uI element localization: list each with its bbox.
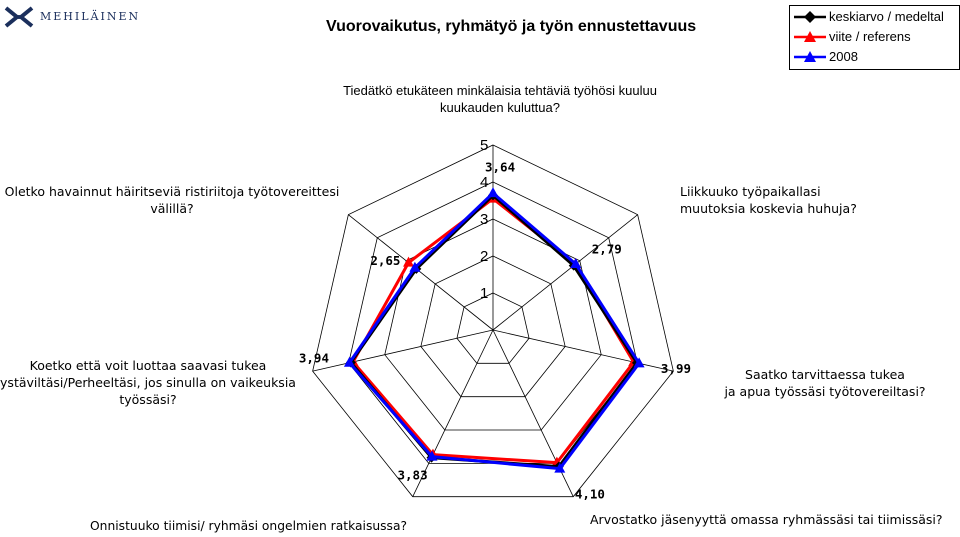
legend-label: 2008	[829, 49, 858, 64]
scale-tick-3: 3	[480, 211, 488, 228]
data-point-1-6	[403, 256, 415, 267]
axis-label-2: Saatko tarvittaessa tukea ja apua työssä…	[724, 367, 926, 399]
axis-label-1: Liikkuuko työpaikallasi muutoksia koskev…	[680, 184, 857, 216]
legend-item-keskiarvo: keskiarvo / medeltal	[790, 7, 959, 27]
grid-ring-1	[456, 292, 530, 364]
scale-tick-5: 5	[480, 137, 488, 154]
data-label-3: 4,10	[575, 487, 605, 502]
data-point-2-2	[633, 357, 645, 368]
scale-tick-2: 2	[480, 248, 488, 265]
legend-item-viite: viite / referens	[790, 27, 959, 47]
legend-label: keskiarvo / medeltal	[829, 9, 944, 24]
legend-item-2008: 2008	[790, 47, 959, 67]
legend-marker-diamond	[794, 11, 826, 23]
grid-ring-5	[312, 144, 674, 498]
axis-spoke-6	[348, 214, 494, 331]
mehilainen-logo: MEHILÄINEN	[2, 2, 138, 32]
axis-spoke-4	[412, 329, 494, 497]
data-point-2-0	[487, 187, 499, 198]
logo-mark-icon	[4, 6, 34, 28]
axis-spoke-2	[492, 329, 674, 372]
axis-label-0: Tiedätkö etukäteen minkälaisia tehtäviä …	[343, 83, 657, 115]
chart-legend: keskiarvo / medeltal viite / referens 20…	[789, 5, 960, 70]
axis-label-6: Oletko havainnut häiritseviä ristiriitoj…	[4, 184, 340, 216]
data-label-1: 2,79	[592, 242, 622, 257]
scale-tick-4: 4	[480, 174, 488, 191]
scale-tick-1: 1	[480, 285, 488, 302]
data-point-2-1	[570, 258, 582, 269]
data-label-5: 3,94	[299, 350, 329, 365]
axis-spoke-5	[312, 329, 494, 372]
data-point-2-3	[554, 462, 566, 473]
legend-label: viite / referens	[829, 29, 911, 44]
axis-label-5: Koetko että voit luottaa saavasi tukea y…	[0, 358, 296, 407]
data-label-0: 3,64	[485, 159, 515, 174]
data-label-2: 3,99	[661, 361, 691, 376]
axis-label-4: Onnistuuko tiimisi/ ryhmäsi ongelmien ra…	[90, 519, 408, 533]
axis-label-3: Arvostatko jäsenyyttä omassa ryhmässäsi …	[590, 512, 943, 527]
data-point-2-4	[426, 450, 438, 461]
data-label-6: 2,65	[370, 253, 400, 268]
chart-title: Vuorovaikutus, ryhmätyö ja työn ennustet…	[326, 18, 697, 35]
data-point-2-6	[409, 261, 421, 272]
logo-text: MEHILÄINEN	[40, 10, 141, 23]
grid-ring-2	[420, 255, 566, 398]
legend-marker-red-triangle	[794, 31, 826, 42]
legend-marker-blue-triangle	[794, 51, 826, 62]
data-label-4: 3,83	[398, 468, 428, 483]
data-point-2-5	[343, 356, 355, 367]
series-line-2	[347, 191, 641, 471]
axis-spoke-1	[492, 214, 638, 331]
